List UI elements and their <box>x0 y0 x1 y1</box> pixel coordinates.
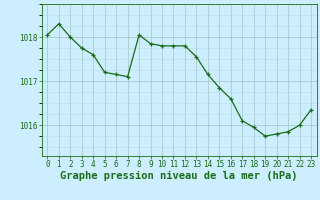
X-axis label: Graphe pression niveau de la mer (hPa): Graphe pression niveau de la mer (hPa) <box>60 171 298 181</box>
